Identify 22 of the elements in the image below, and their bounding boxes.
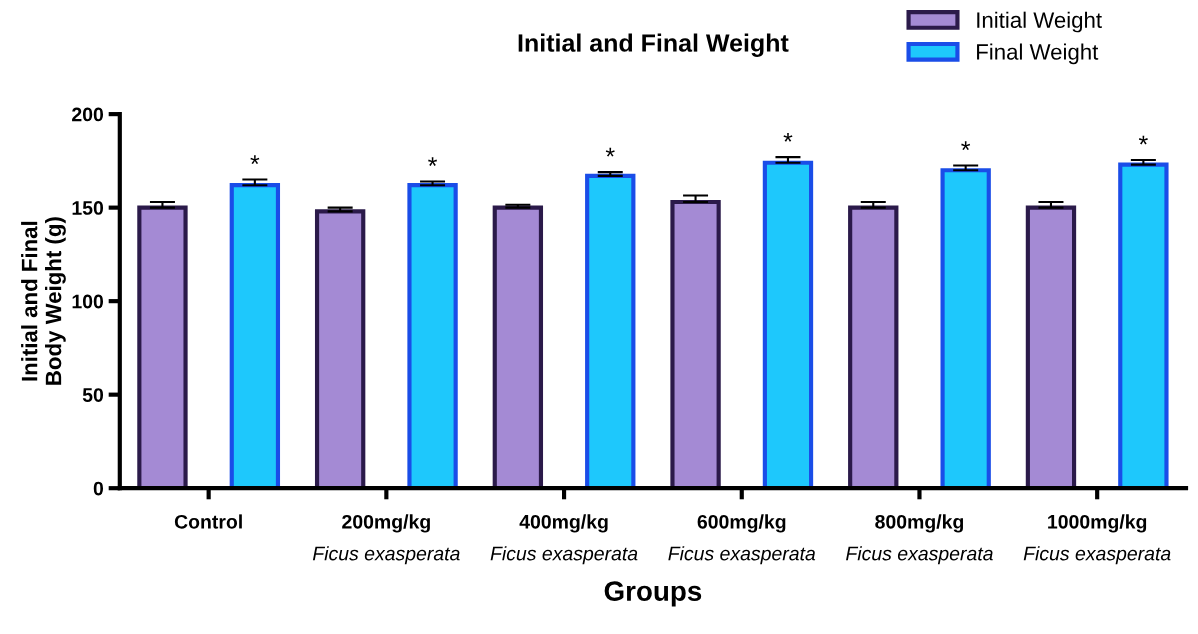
chart-title: Initial and Final Weight	[518, 33, 789, 57]
annotation: *	[428, 157, 438, 166]
y-tick-label: 100	[72, 294, 104, 309]
annotation: *	[1138, 135, 1148, 145]
annotation: *	[250, 155, 260, 165]
x-axis-title: Groups	[604, 581, 702, 607]
x-tick-label: 400mg/kg Ficus exasperata	[490, 514, 638, 565]
annotation: *	[783, 132, 793, 142]
x-tick-label: 800mg/kg Ficus exasperata	[846, 514, 993, 565]
y-tick-label: 50	[82, 388, 104, 402]
legend-label: Final Weight	[977, 43, 1099, 65]
annotation: *	[605, 147, 615, 157]
y-tick-label: 0	[93, 481, 104, 496]
x-tick-label: 600mg/kg Ficus exasperata	[668, 514, 816, 565]
y-tick-label: 200	[72, 107, 104, 122]
x-tick-label: 200mg/kg Ficus exasperata	[312, 514, 460, 565]
y-axis-title: Initial and Final Body Weight (g)	[21, 217, 66, 385]
x-tick-label: 1000mg/kg Ficus exasperata	[1023, 514, 1171, 565]
y-tick-label: 150	[72, 201, 104, 215]
annotation: *	[961, 141, 971, 151]
legend-label: Initial Weight	[977, 11, 1102, 33]
x-tick-label: Control	[174, 514, 242, 529]
